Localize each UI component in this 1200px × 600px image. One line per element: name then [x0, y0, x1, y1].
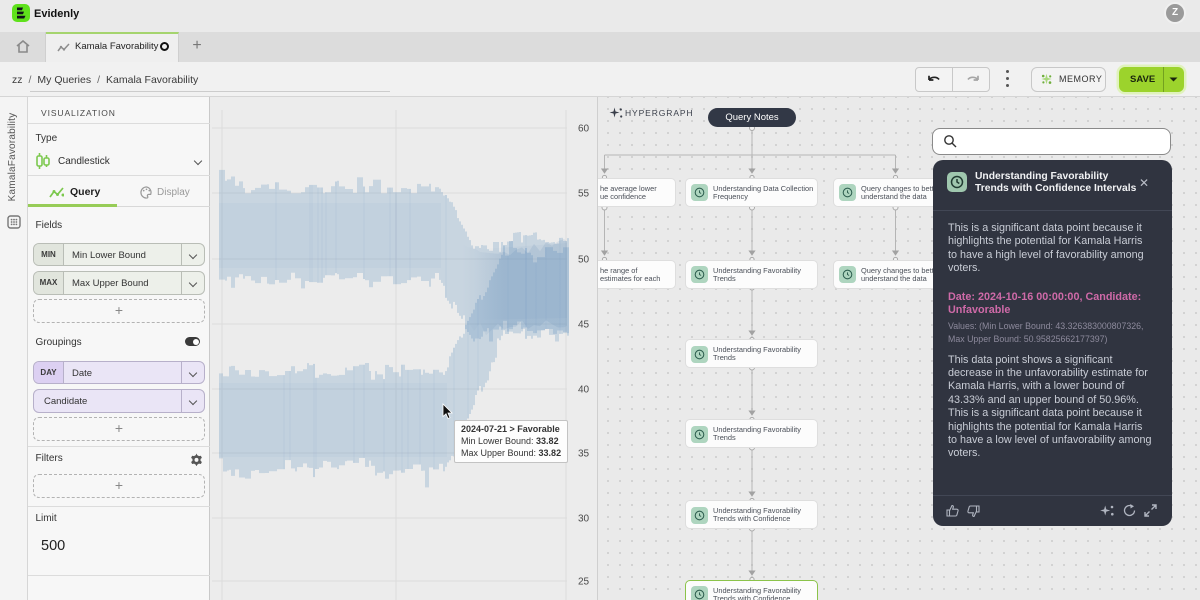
svg-text:55: 55 [578, 189, 590, 200]
svg-text:40: 40 [578, 385, 590, 396]
svg-text:30: 30 [578, 514, 590, 525]
svg-text:35: 35 [578, 449, 590, 460]
svg-text:50: 50 [578, 255, 590, 266]
svg-text:45: 45 [578, 320, 590, 331]
svg-text:60: 60 [578, 124, 590, 135]
svg-text:25: 25 [578, 577, 590, 588]
